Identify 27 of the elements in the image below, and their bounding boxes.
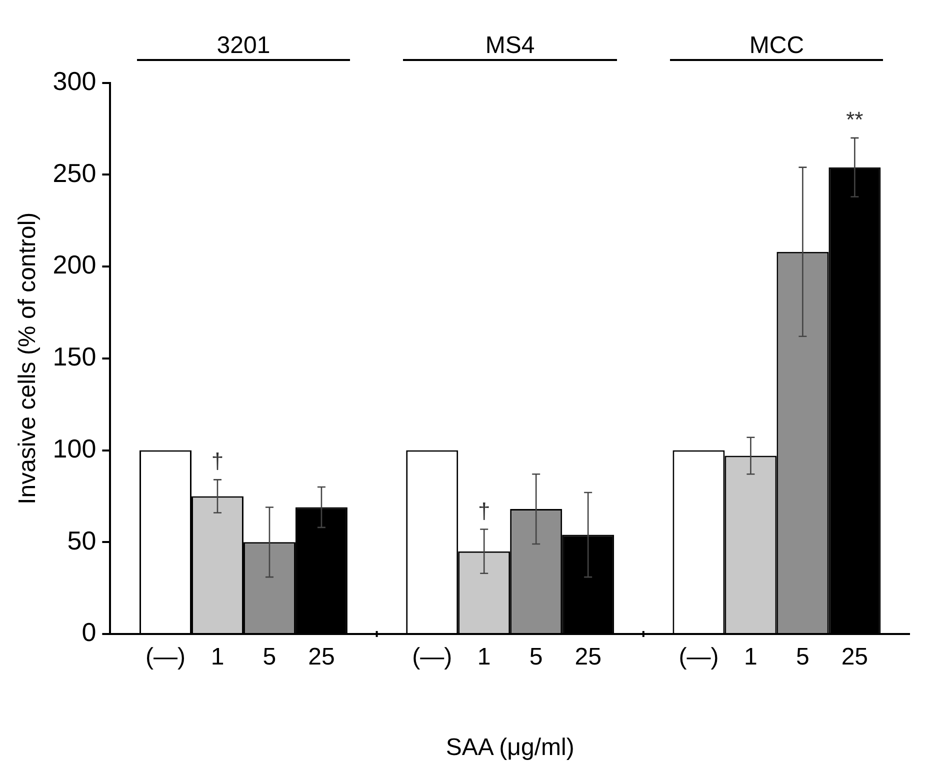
data-label: †	[478, 498, 490, 524]
series-label: (—)	[146, 644, 186, 671]
x-tick-label: MS4	[485, 32, 535, 60]
text: 1	[477, 644, 491, 671]
y-tick-label: 300	[52, 66, 96, 96]
y-axis-title: Invasive cells (% of control)	[14, 212, 42, 504]
text: 5	[529, 644, 543, 671]
data-label: **	[846, 106, 864, 132]
x-tick-label: MCC	[749, 32, 804, 60]
text: (—)	[412, 644, 452, 671]
y-tick-label: 0	[82, 617, 96, 648]
y-tick-label: 150	[52, 342, 96, 372]
text: 25	[841, 644, 868, 671]
x-axis-title: SAA (μg/ml)	[444, 734, 576, 762]
series-label: 5	[262, 644, 276, 671]
text: 5	[796, 644, 810, 671]
text: (—)	[678, 644, 719, 671]
x-tick-label: 3201	[216, 32, 270, 60]
series-label: 1	[210, 644, 224, 671]
y-tick-label: 100	[52, 433, 96, 464]
y-tick-label: 50	[67, 525, 96, 556]
text: 1	[744, 644, 758, 671]
text: 25	[574, 644, 602, 671]
y-tick-label: 200	[52, 250, 96, 280]
data-label: †	[211, 448, 224, 474]
series-label: 25	[308, 644, 335, 671]
y-tick-label: 250	[52, 158, 96, 188]
